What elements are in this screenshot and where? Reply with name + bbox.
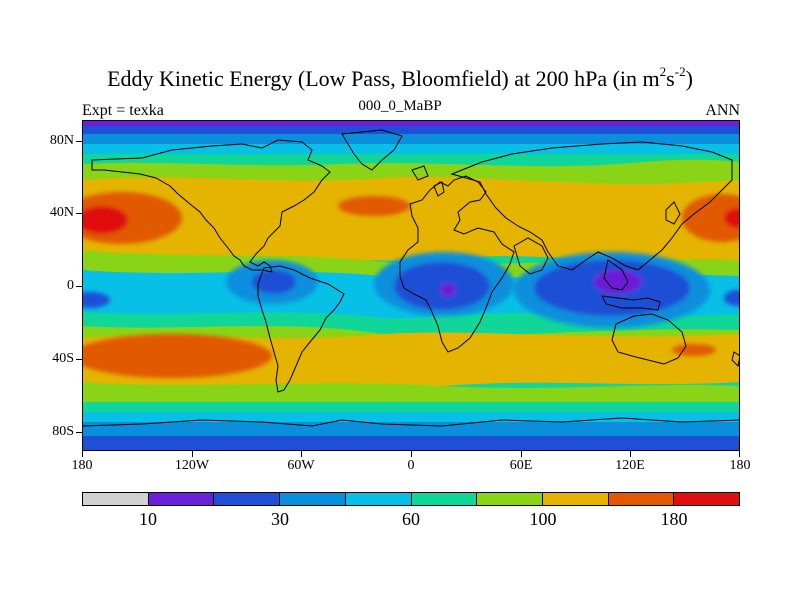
lat-tick [76, 213, 82, 214]
case-label: 000_0_MaBP [358, 98, 442, 114]
band-n2 [82, 134, 740, 144]
lon-label-60e: 60E [509, 458, 533, 473]
lon-label-60w: 60W [287, 458, 315, 473]
lon-tick [521, 451, 522, 457]
colorbar-swatch [674, 493, 740, 505]
band-n1 [82, 126, 740, 134]
lon-tick [411, 451, 412, 457]
lat-label-80n: 80N [49, 133, 74, 148]
nh-pacific-max-orange-e [682, 194, 740, 242]
nh-pacific-max-red-e [724, 208, 740, 228]
band-n4 [82, 154, 740, 166]
season-label: ANN [705, 102, 740, 119]
experiment-label: Expt = texka [82, 102, 164, 119]
lon-label-120w: 120W [174, 458, 210, 473]
lon-tick [301, 451, 302, 457]
lon-label-0: 0 [407, 458, 415, 473]
band-south-pole [82, 436, 740, 451]
lat-tick [76, 141, 82, 142]
colorbar-swatch [280, 493, 346, 505]
colorbar-label-30: 30 [271, 509, 289, 529]
sh-jet-max-east [672, 344, 716, 356]
pacific-dateline-low-e [724, 290, 740, 306]
colorbar-label-60: 60 [402, 509, 420, 529]
lat-label-0: 0 [67, 278, 74, 293]
colorbar-swatch [83, 493, 149, 505]
band-s4 [82, 422, 740, 438]
contour-map [82, 120, 740, 451]
colorbar-swatch [148, 493, 215, 505]
colorbar-swatch [608, 493, 675, 505]
map-svg [82, 120, 740, 451]
colorbar-swatch [542, 493, 609, 505]
colorbar-label-180: 180 [660, 509, 688, 529]
band-nh-jet [82, 176, 740, 263]
lat-tick [76, 286, 82, 287]
lat-label-40s: 40S [52, 351, 74, 366]
nh-pacific-max-red-w [82, 206, 128, 234]
colorbar-swatch [214, 493, 281, 505]
lat-tick [76, 359, 82, 360]
lat-label-40n: 40N [49, 205, 74, 220]
lon-tick [630, 451, 631, 457]
coastlines [82, 129, 740, 427]
lon-tick [82, 451, 83, 457]
colorbar [82, 492, 740, 506]
band-s2 [82, 402, 740, 414]
colorbar-swatch [411, 493, 478, 505]
colorbar-label-100: 100 [529, 509, 557, 529]
band-s1 [82, 382, 740, 404]
band-north-pole [82, 120, 740, 126]
plot-title: Eddy Kinetic Energy (Low Pass, Bloomfiel… [107, 63, 693, 91]
amazon-low-2 [252, 270, 296, 294]
colorbar-swatch [345, 493, 412, 505]
colorbar-label-10: 10 [139, 509, 157, 529]
lon-tick [192, 451, 193, 457]
lon-label-120e: 120E [615, 458, 645, 473]
lon-tick [739, 451, 740, 457]
colorbar-swatch [477, 493, 543, 505]
lat-tick [76, 432, 82, 433]
lon-label-180e: 180 [729, 458, 751, 473]
band-n3 [82, 144, 740, 154]
lat-label-80s: 80S [52, 424, 74, 439]
lon-label-180w: 180 [71, 458, 93, 473]
africa-low-3 [440, 283, 456, 297]
pacific-dateline-low [82, 292, 110, 308]
nh-atlantic-max [338, 196, 410, 216]
warm-pool-low-3 [594, 270, 642, 294]
sh-jet-max [82, 334, 272, 378]
